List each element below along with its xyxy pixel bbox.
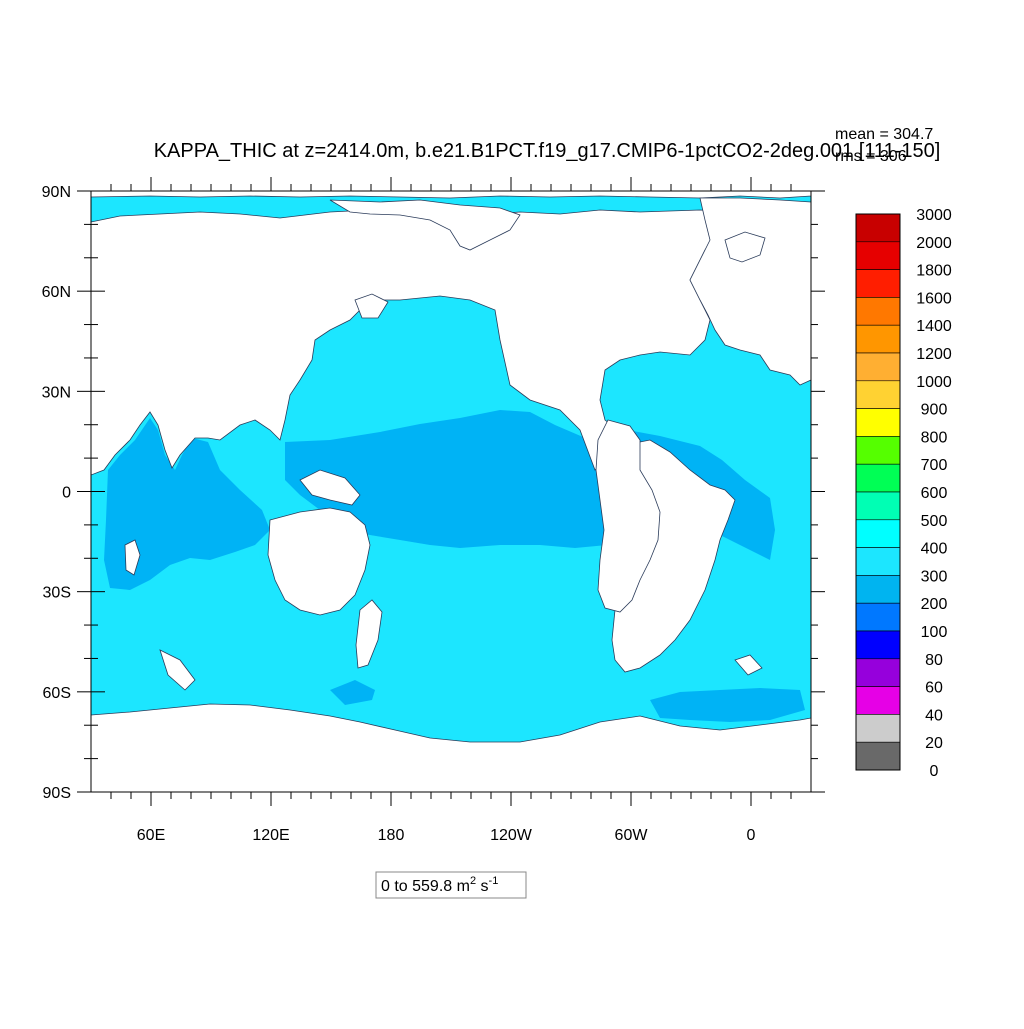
- land-north-pacific-islands: [724, 231, 766, 263]
- colorbar-swatch: [855, 519, 901, 548]
- lon-label: 180: [378, 827, 405, 844]
- colorbar-swatch: [855, 297, 901, 326]
- colorbar-label: 300: [921, 568, 948, 585]
- lat-label: 0: [62, 485, 71, 502]
- lat-label: 30S: [43, 585, 71, 602]
- colorbar-swatch: [855, 602, 901, 632]
- lon-label: 60E: [137, 827, 165, 844]
- rms-stat: rms = 306: [835, 148, 907, 165]
- colorbar-swatch: [855, 241, 901, 270]
- colorbar-label: 800: [921, 429, 948, 446]
- pacific-equatorial-band: [285, 410, 607, 548]
- colorbar-label: 100: [921, 624, 948, 641]
- land-indonesia: [299, 469, 361, 506]
- land-greenland: [329, 199, 521, 251]
- colorbar-label: 0: [930, 763, 939, 780]
- colorbar-swatch: [855, 463, 901, 493]
- land-mask: [91, 191, 811, 792]
- colorbar-label: 900: [921, 402, 948, 419]
- lon-label: 60W: [615, 827, 649, 844]
- land-australia: [267, 507, 371, 616]
- range-label-mid: s: [476, 878, 488, 895]
- land-antarctica: [91, 703, 811, 792]
- colorbar-swatch: [855, 436, 901, 465]
- lon-label: 120E: [252, 827, 289, 844]
- colorbar-swatch: [855, 352, 901, 382]
- colorbar-label: 200: [921, 596, 948, 613]
- colorbar-label: 20: [925, 735, 943, 752]
- colorbar-label: 1000: [916, 374, 952, 391]
- range-label-sup1: 2: [470, 875, 476, 887]
- colorbar-swatch: [855, 630, 901, 660]
- colorbar-swatch: [855, 324, 901, 354]
- colorbar-label: 600: [921, 485, 948, 502]
- colorbar-label: 40: [925, 707, 943, 724]
- land-north-america: [689, 197, 811, 386]
- land-eurasia-east: [91, 209, 731, 476]
- southern-atlantic-spots: [650, 688, 805, 722]
- colorbar: 3000200018001600140012001000900800700600…: [855, 207, 952, 780]
- lat-label: 90S: [43, 785, 71, 802]
- colorbar-label: 2000: [916, 235, 952, 252]
- colorbar-swatch: [855, 213, 901, 243]
- land-drake-islands: [734, 654, 763, 676]
- colorbar-label: 700: [921, 457, 948, 474]
- lat-label: 30N: [42, 384, 71, 401]
- colorbar-label: 3000: [916, 207, 952, 224]
- colorbar-swatch: [855, 741, 901, 771]
- land-madagascar: [124, 539, 141, 576]
- land-new-zealand: [355, 599, 383, 669]
- range-label: 0 to 559.8 m2 s-1: [381, 875, 498, 895]
- colorbar-frame: [855, 213, 901, 771]
- colorbar-swatch: [855, 714, 901, 743]
- range-label-sup2: -1: [489, 875, 499, 887]
- range-label-box: [375, 871, 527, 899]
- colorbar-swatch: [855, 269, 901, 298]
- colorbar-swatch: [855, 380, 901, 409]
- longitude-labels: 60E 120E 180 120W 60W 0: [137, 827, 756, 844]
- colorbar-label: 400: [921, 541, 948, 558]
- colorbar-swatch: [855, 686, 901, 715]
- indian-ocean-band: [104, 418, 270, 590]
- colorbar-swatch: [855, 491, 901, 521]
- lat-label: 60N: [42, 284, 71, 301]
- colorbar-label: 1600: [916, 290, 952, 307]
- range-label-prefix: 0 to 559.8 m: [381, 878, 470, 895]
- latitude-labels: 90N 60N 30N 0 30S 60S 90S: [42, 184, 71, 802]
- colorbar-label: 1200: [916, 346, 952, 363]
- lat-label: 90N: [42, 184, 71, 201]
- land-kerguelen-ridge: [159, 649, 196, 691]
- colorbar-label: 500: [921, 513, 948, 530]
- mean-stat: mean = 304.7: [835, 126, 933, 143]
- colorbar-swatch: [855, 658, 901, 687]
- lon-label: 120W: [490, 827, 533, 844]
- land-africa: [595, 419, 661, 613]
- land-japan: [354, 293, 389, 319]
- kerguelen-band: [330, 680, 375, 705]
- colorbar-label: 80: [925, 652, 943, 669]
- lon-label: 0: [747, 827, 756, 844]
- colorbar-swatch: [855, 408, 901, 437]
- colorbar-swatch: [855, 575, 901, 604]
- plot-title: KAPPA_THIC at z=2414.0m, b.e21.B1PCT.f19…: [154, 140, 941, 162]
- colorbar-label: 60: [925, 680, 943, 697]
- land-arctic-north: [91, 191, 811, 199]
- lat-label: 60S: [43, 685, 71, 702]
- colorbar-label: 1800: [916, 263, 952, 280]
- map-area: [91, 191, 811, 792]
- colorbar-swatch: [855, 547, 901, 576]
- colorbar-label: 1400: [916, 318, 952, 335]
- axis-ticks: [77, 177, 825, 806]
